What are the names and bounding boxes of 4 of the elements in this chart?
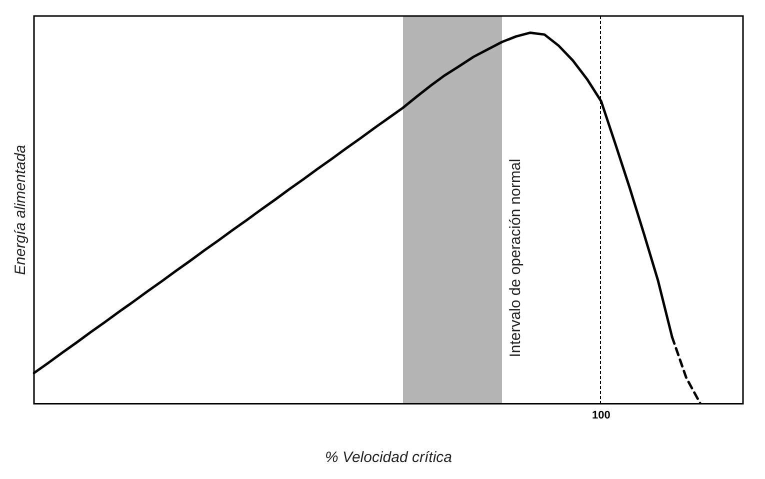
y-axis-title: Energía alimentada bbox=[12, 144, 30, 275]
x-axis-title: % Velocidad crítica bbox=[324, 449, 452, 466]
annotation: Intervalo de operación normal bbox=[507, 158, 524, 358]
text: 100 bbox=[592, 409, 610, 422]
